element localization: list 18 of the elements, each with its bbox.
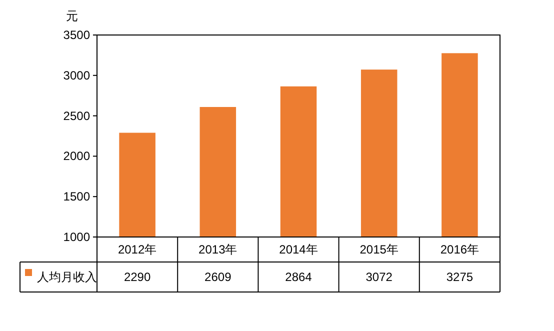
y-tick-label: 2000 bbox=[63, 149, 90, 164]
data-label: 2609 bbox=[204, 270, 232, 284]
x-tick-label: 2014年 bbox=[279, 242, 318, 256]
x-tick-label: 2016年 bbox=[440, 242, 480, 256]
data-label: 3072 bbox=[366, 270, 393, 284]
x-tick-label: 2012年 bbox=[118, 242, 157, 256]
data-label: 2290 bbox=[124, 270, 151, 284]
y-tick-label: 1000 bbox=[63, 230, 90, 244]
y-axis-title: 元 bbox=[66, 9, 78, 23]
legend-label: 人均月收入 bbox=[37, 270, 97, 284]
x-tick-label: 2015年 bbox=[360, 242, 398, 256]
y-tick-label: 3500 bbox=[63, 28, 90, 42]
y-tick-label: 2500 bbox=[63, 108, 90, 123]
data-label: 3275 bbox=[446, 270, 474, 284]
data-label: 2864 bbox=[285, 270, 312, 284]
y-tick-label: 3000 bbox=[63, 68, 90, 82]
x-tick-label: 2013年 bbox=[198, 242, 238, 256]
y-tick-label: 1500 bbox=[63, 190, 90, 204]
